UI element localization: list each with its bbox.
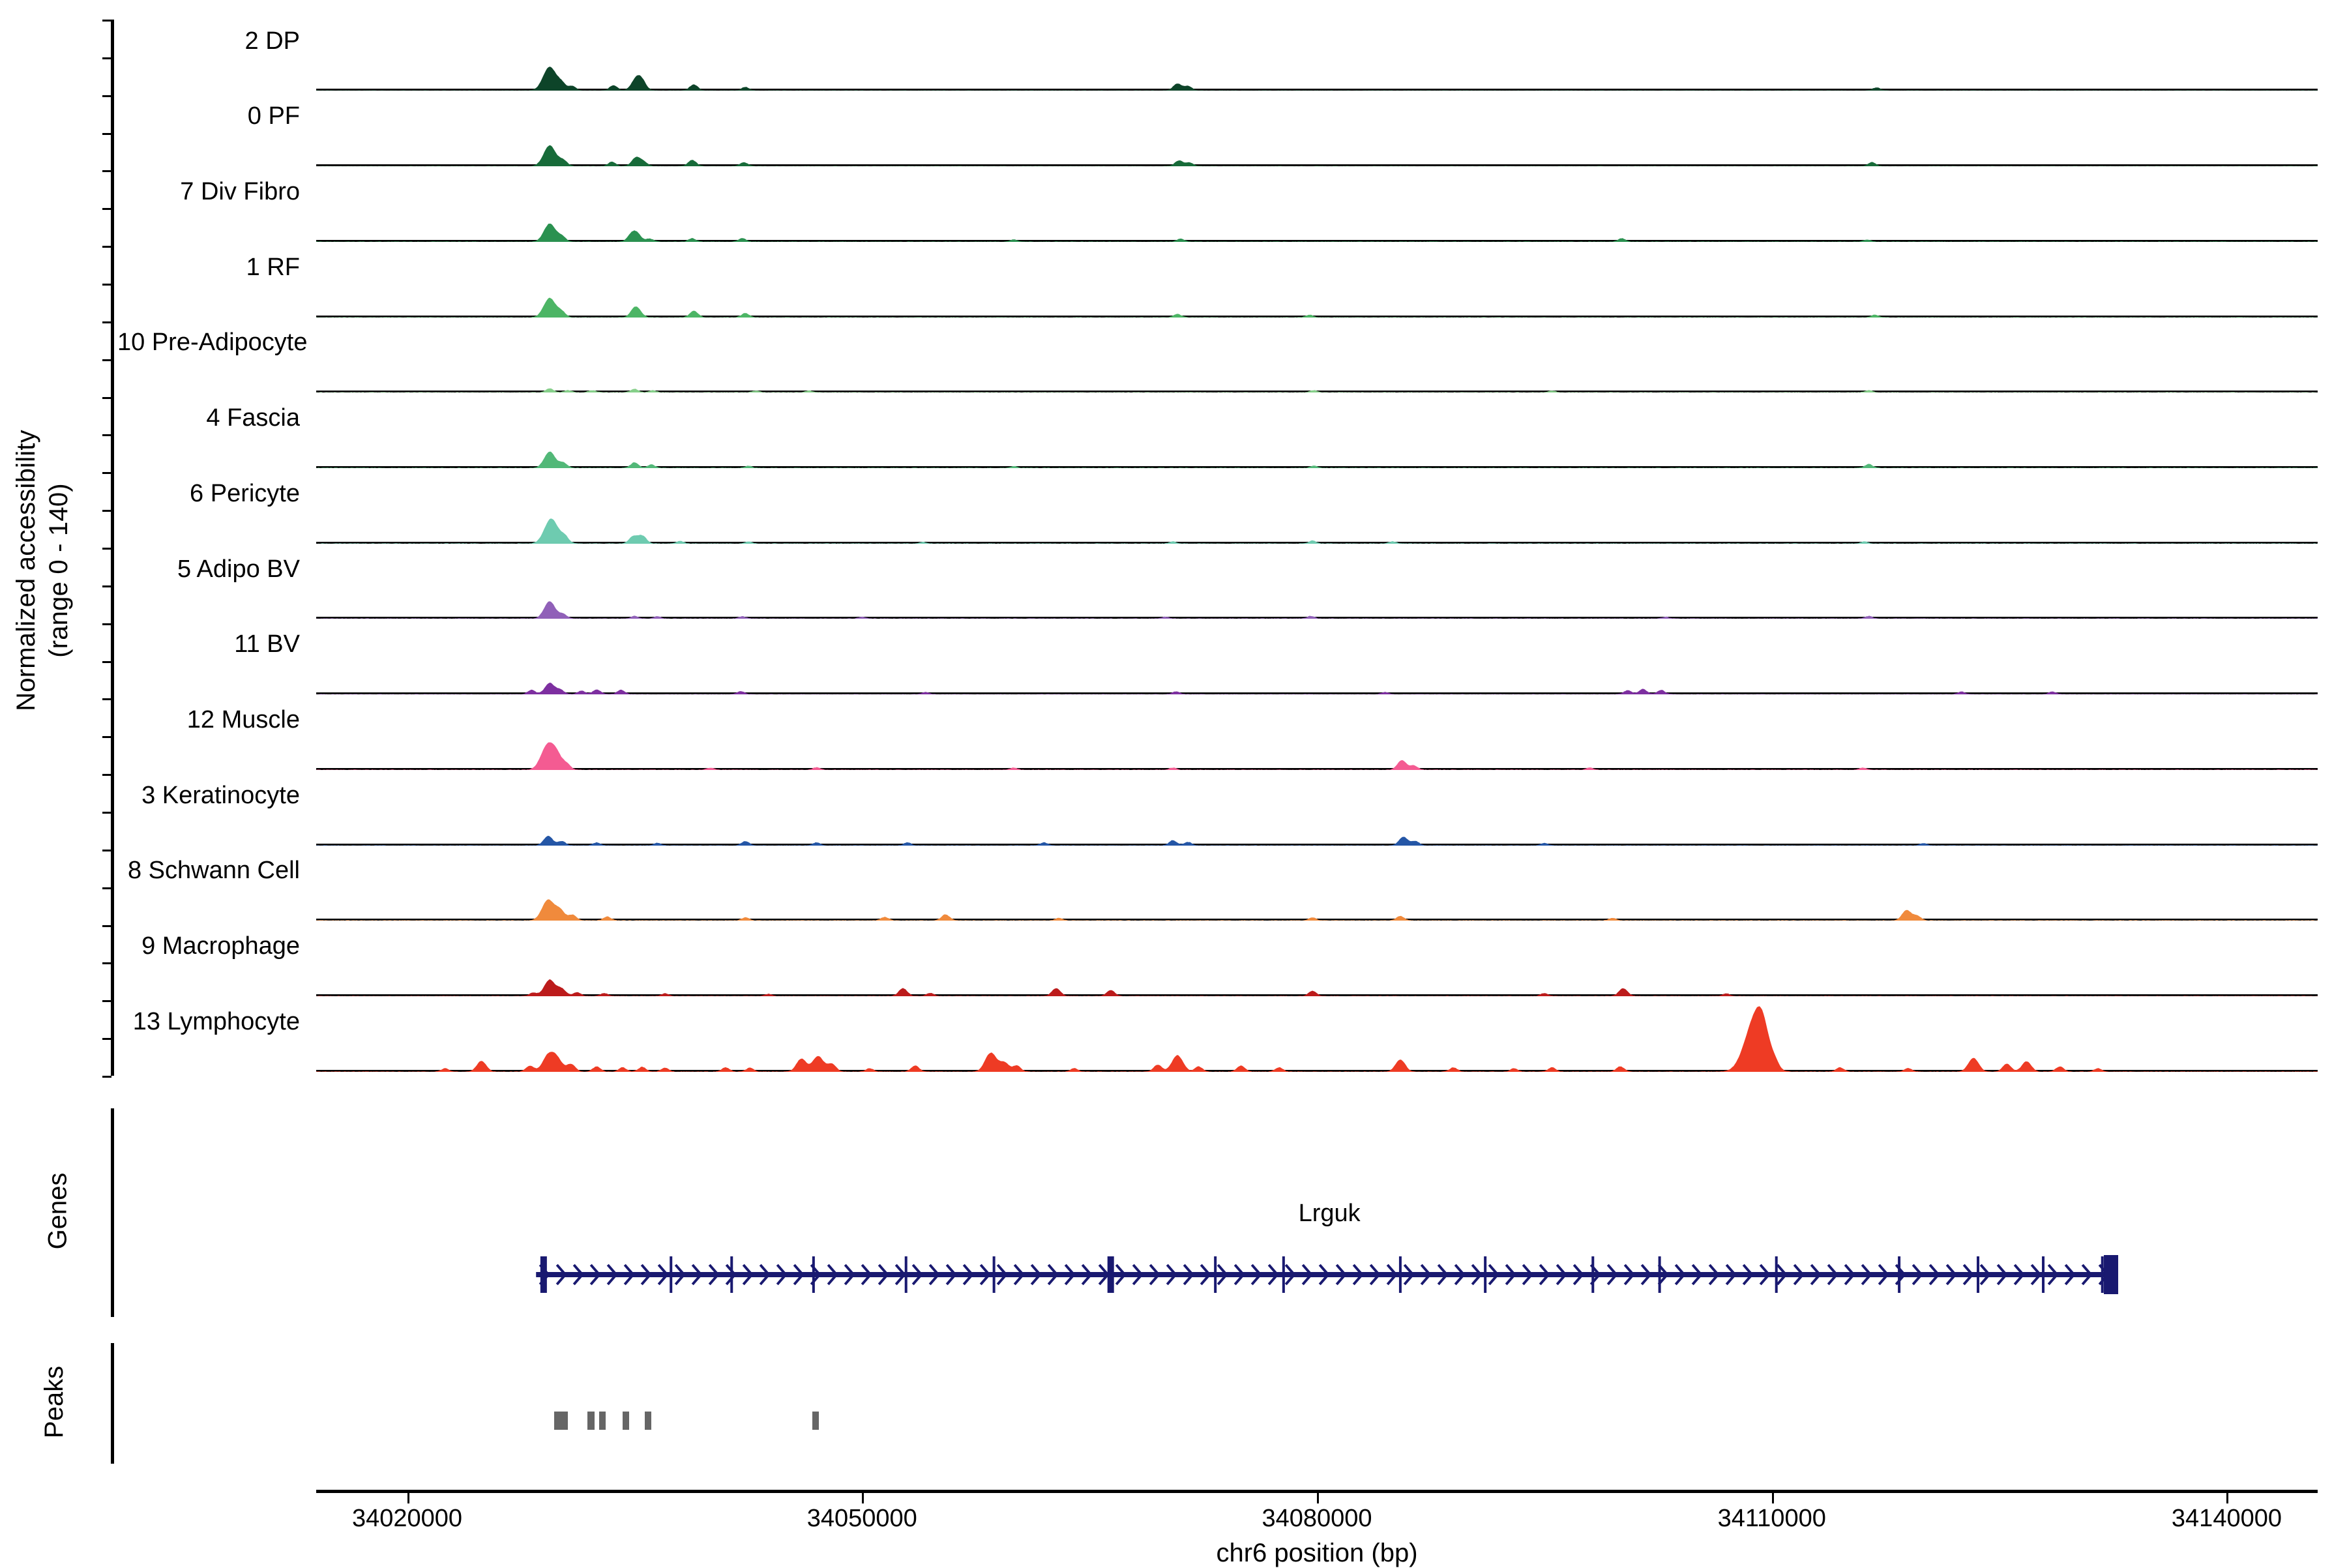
signal-axis-tick: [102, 774, 111, 777]
signal-axis-tick: [102, 284, 111, 286]
peaks-section-label: Peaks: [40, 1365, 69, 1438]
track-signal-0: [316, 145, 2318, 167]
signal-axis-tick: [102, 623, 111, 625]
track-signal-11: [316, 683, 2318, 695]
signal-axis-tick: [102, 246, 111, 248]
track-label-8: 8 Schwann Cell: [127, 857, 300, 885]
x-axis-tick: [1771, 1493, 1774, 1503]
y-axis-title: Normalized accessibility (range 0 - 140): [0, 196, 85, 945]
x-axis-tick-label: 34140000: [2171, 1505, 2282, 1532]
x-axis-tick: [1317, 1493, 1319, 1503]
track-label-9: 9 Macrophage: [141, 932, 300, 960]
genes-section-label: Genes: [43, 1172, 72, 1250]
track-label-0: 0 PF: [247, 102, 300, 130]
track-baseline: [316, 315, 2318, 318]
track-signal-6: [316, 518, 2318, 544]
track-signal-8: [316, 899, 2318, 921]
signal-axis-tick: [102, 170, 111, 173]
genes-axis-spine: [111, 1108, 114, 1317]
track-signal-2: [316, 67, 2318, 91]
signal-axis-spine: [111, 20, 114, 1076]
peak-region[interactable]: [622, 1412, 630, 1430]
track-label-1: 1 RF: [246, 253, 300, 281]
y-axis-title-line2: (range 0 - 140): [44, 483, 74, 658]
peak-region[interactable]: [598, 1412, 606, 1430]
x-axis-line: [316, 1490, 2318, 1493]
y-axis-title-line1: Normalized accessibility: [12, 430, 41, 711]
x-axis-tick-label: 34050000: [806, 1505, 917, 1532]
signal-axis-tick: [102, 510, 111, 512]
track-signal-9: [316, 979, 2318, 997]
x-axis-tick: [407, 1493, 409, 1503]
peak-region[interactable]: [812, 1412, 819, 1430]
signal-axis-tick: [102, 95, 111, 97]
x-axis-tick-label: 34020000: [351, 1505, 463, 1532]
signal-axis-tick: [102, 472, 111, 475]
signal-axis-tick: [102, 887, 111, 889]
signal-axis-tick: [102, 1000, 111, 1003]
track-signal-7: [316, 223, 2318, 242]
signal-axis-tick: [102, 812, 111, 814]
track-baseline: [316, 692, 2318, 695]
signal-axis-tick: [102, 736, 111, 739]
track-baseline: [316, 239, 2318, 242]
track-signal-10: [316, 389, 2318, 393]
signal-axis-tick: [102, 20, 111, 22]
track-signal-5: [316, 601, 2318, 619]
signal-axis-tick: [102, 698, 111, 701]
signal-axis-tick: [102, 585, 111, 587]
track-label-13: 13 Lymphocyte: [132, 1007, 300, 1035]
track-baseline: [316, 164, 2318, 167]
track-baseline: [316, 843, 2318, 846]
signal-axis-tick: [102, 434, 111, 437]
x-axis-title: chr6 position (bp): [1216, 1539, 1418, 1567]
peaks-axis-spine: [111, 1343, 114, 1464]
signal-axis-tick: [102, 321, 111, 323]
track-label-2: 2 DP: [244, 27, 300, 55]
track-signal-3: [316, 835, 2318, 846]
signal-axis-tick: [102, 1076, 111, 1078]
signal-axis-tick: [102, 849, 111, 851]
x-axis-tick: [862, 1493, 864, 1503]
track-label-6: 6 Pericyte: [190, 479, 300, 507]
track-baseline: [316, 1069, 2318, 1072]
peak-region[interactable]: [644, 1412, 651, 1430]
peak-region[interactable]: [554, 1412, 568, 1430]
track-baseline: [316, 767, 2318, 770]
x-axis-tick-label: 34110000: [1717, 1505, 1826, 1532]
track-label-4: 4 Fascia: [206, 404, 300, 432]
track-baseline: [316, 89, 2318, 91]
track-signal-12: [316, 742, 2318, 770]
track-signal-13: [316, 1006, 2318, 1072]
signal-axis-tick: [102, 396, 111, 399]
track-label-12: 12 Muscle: [186, 706, 300, 733]
signal-axis-tick: [102, 925, 111, 927]
track-label-3: 3 Keratinocyte: [141, 781, 300, 809]
track-label-11: 11 BV: [234, 630, 300, 658]
signal-axis-tick: [102, 962, 111, 965]
track-label-5: 5 Adipo BV: [177, 555, 300, 583]
track-label-10: 10 Pre-Adipocyte: [117, 329, 308, 357]
peak-region[interactable]: [587, 1412, 595, 1430]
signal-axis-tick: [102, 660, 111, 663]
x-axis-tick-label: 34080000: [1262, 1505, 1372, 1532]
track-signal-1: [316, 297, 2318, 318]
signal-axis-tick: [102, 359, 111, 361]
x-axis-tick: [2226, 1493, 2229, 1503]
signal-axis-tick: [102, 1038, 111, 1041]
track-label-7: 7 Div Fibro: [180, 178, 300, 205]
signal-axis-tick: [102, 548, 111, 550]
track-signal-4: [316, 451, 2318, 469]
gene-model-lrguk[interactable]: [316, 1235, 2344, 1314]
track-baseline: [316, 617, 2318, 619]
gene-name-label: Lrguk: [1298, 1200, 1361, 1227]
signal-axis-tick: [102, 57, 111, 59]
signal-axis-tick: [102, 208, 111, 211]
signal-axis-tick: [102, 132, 111, 135]
